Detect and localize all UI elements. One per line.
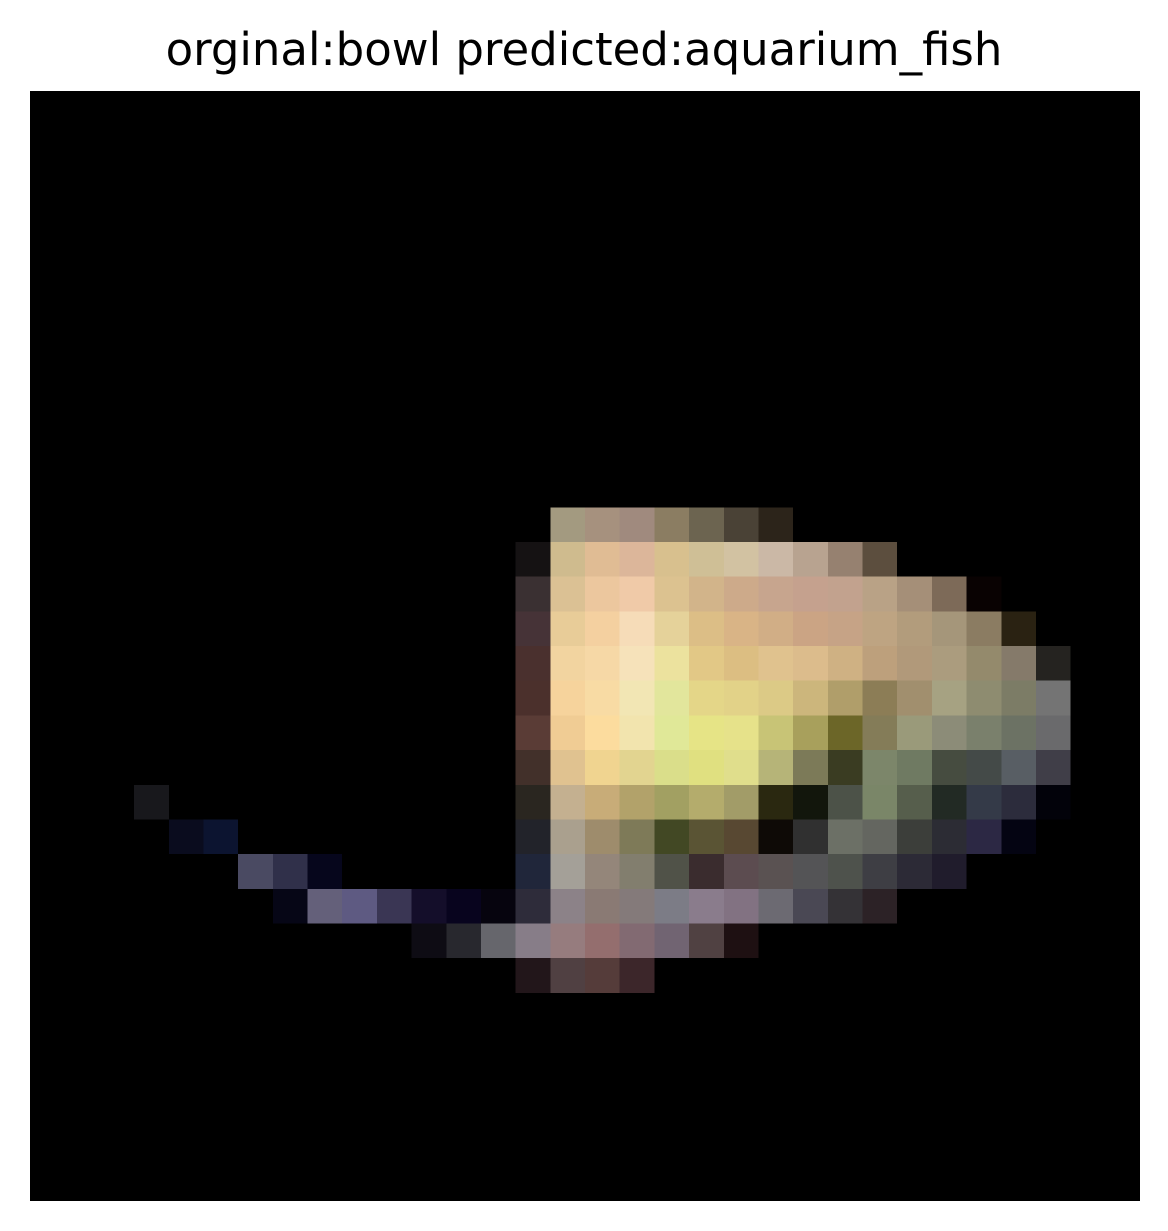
figure-title: orginal:bowl predicted:aquarium_fish [165, 23, 1003, 76]
pixelated-bowl-image [30, 91, 1140, 1201]
image-panel [30, 91, 1140, 1201]
